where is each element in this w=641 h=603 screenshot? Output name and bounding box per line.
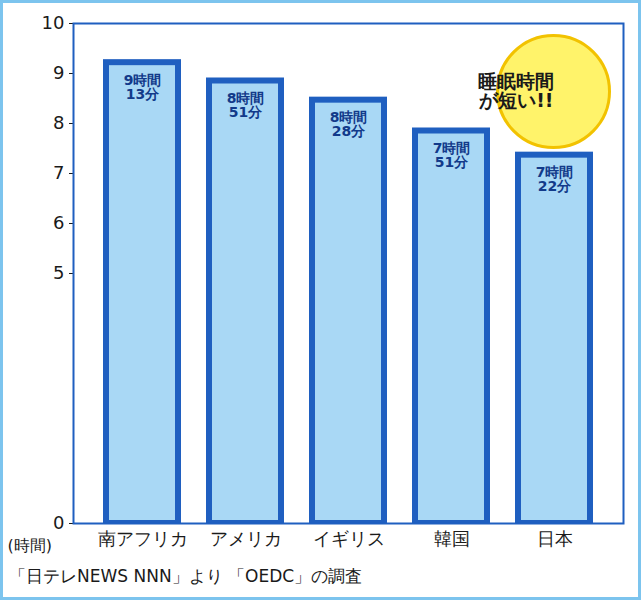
svg-text:8: 8	[53, 112, 64, 133]
svg-text:5: 5	[53, 262, 64, 283]
svg-text:南アフリカ: 南アフリカ	[98, 528, 188, 549]
svg-text:7: 7	[53, 162, 64, 183]
svg-text:(時間): (時間)	[8, 536, 52, 555]
svg-text:0: 0	[53, 512, 64, 533]
svg-text:7時間51分: 7時間51分	[433, 140, 471, 170]
svg-text:アメリカ: アメリカ	[210, 528, 282, 549]
svg-text:イギリス: イギリス	[313, 528, 385, 549]
svg-text:8時間51分: 8時間51分	[227, 90, 265, 120]
svg-text:7時間22分: 7時間22分	[536, 164, 574, 194]
svg-text:韓国: 韓国	[434, 528, 470, 549]
svg-text:10: 10	[42, 12, 65, 33]
svg-text:睡眠時間が短い!!: 睡眠時間が短い!!	[478, 70, 554, 111]
svg-text:日本: 日本	[537, 528, 573, 549]
svg-text:8時間28分: 8時間28分	[330, 109, 368, 139]
html-text:「日テレNEWS NNN」より 「OEDC」の調査: 「日テレNEWS NNN」より 「OEDC」の調査	[9, 566, 363, 586]
svg-text:9: 9	[53, 62, 64, 83]
svg-text:9時間13分: 9時間13分	[124, 72, 162, 102]
svg-text:6: 6	[53, 212, 64, 233]
